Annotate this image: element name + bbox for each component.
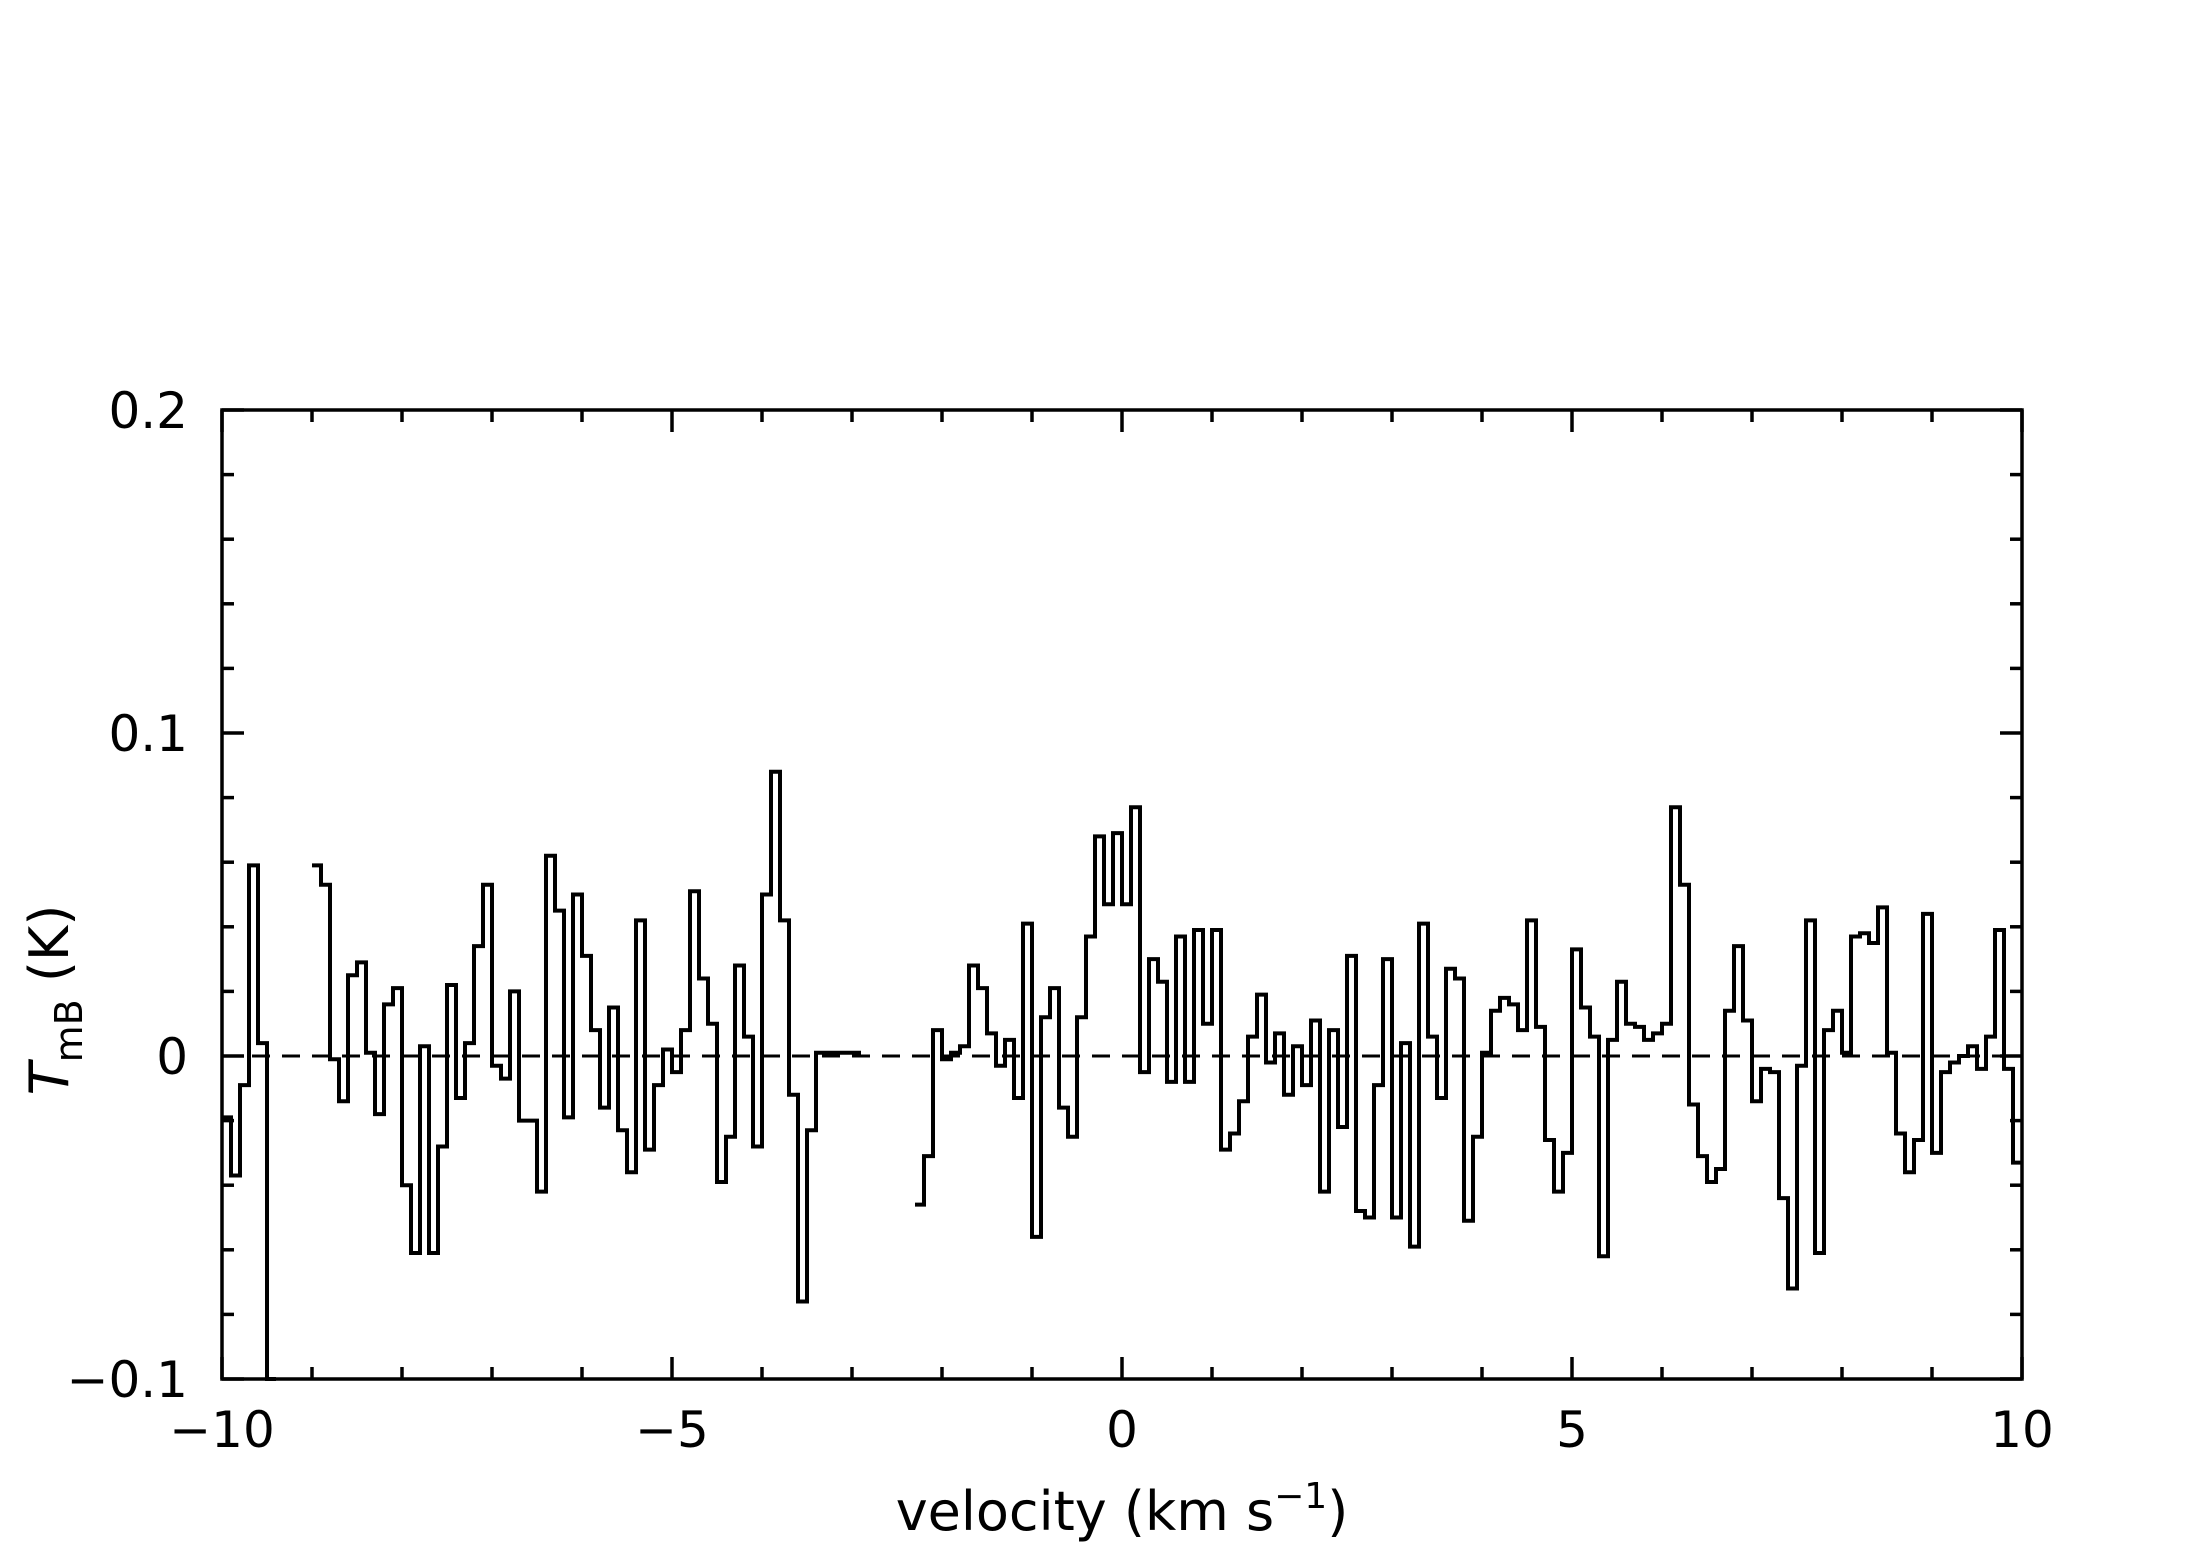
- y-tick-label: 0.1: [108, 705, 188, 763]
- y-axis-label: TmB (K): [18, 905, 91, 1096]
- y-tick-label: −0.1: [67, 1351, 188, 1409]
- tick-labels: −10 −5 0 5 10 −0.1 0 0.1 0.2: [67, 382, 2054, 1459]
- x-tick-label: −10: [169, 1401, 275, 1459]
- spectrum-line-segment: [222, 863, 276, 1381]
- spectrum-series: [222, 769, 2022, 1381]
- y-tick-label: 0.2: [108, 382, 188, 440]
- spectrum-line-segment: [312, 769, 861, 1304]
- x-tick-label: 5: [1556, 1401, 1588, 1459]
- axis-ticks: [220, 408, 2024, 1381]
- x-tick-label: −5: [635, 1401, 709, 1459]
- y-tick-label: 0: [156, 1028, 188, 1086]
- x-tick-label: 0: [1106, 1401, 1138, 1459]
- spectrum-line-segment: [915, 805, 2022, 1291]
- x-axis-label: velocity (km s−1): [896, 1476, 1349, 1543]
- x-tick-label: 10: [1990, 1401, 2054, 1459]
